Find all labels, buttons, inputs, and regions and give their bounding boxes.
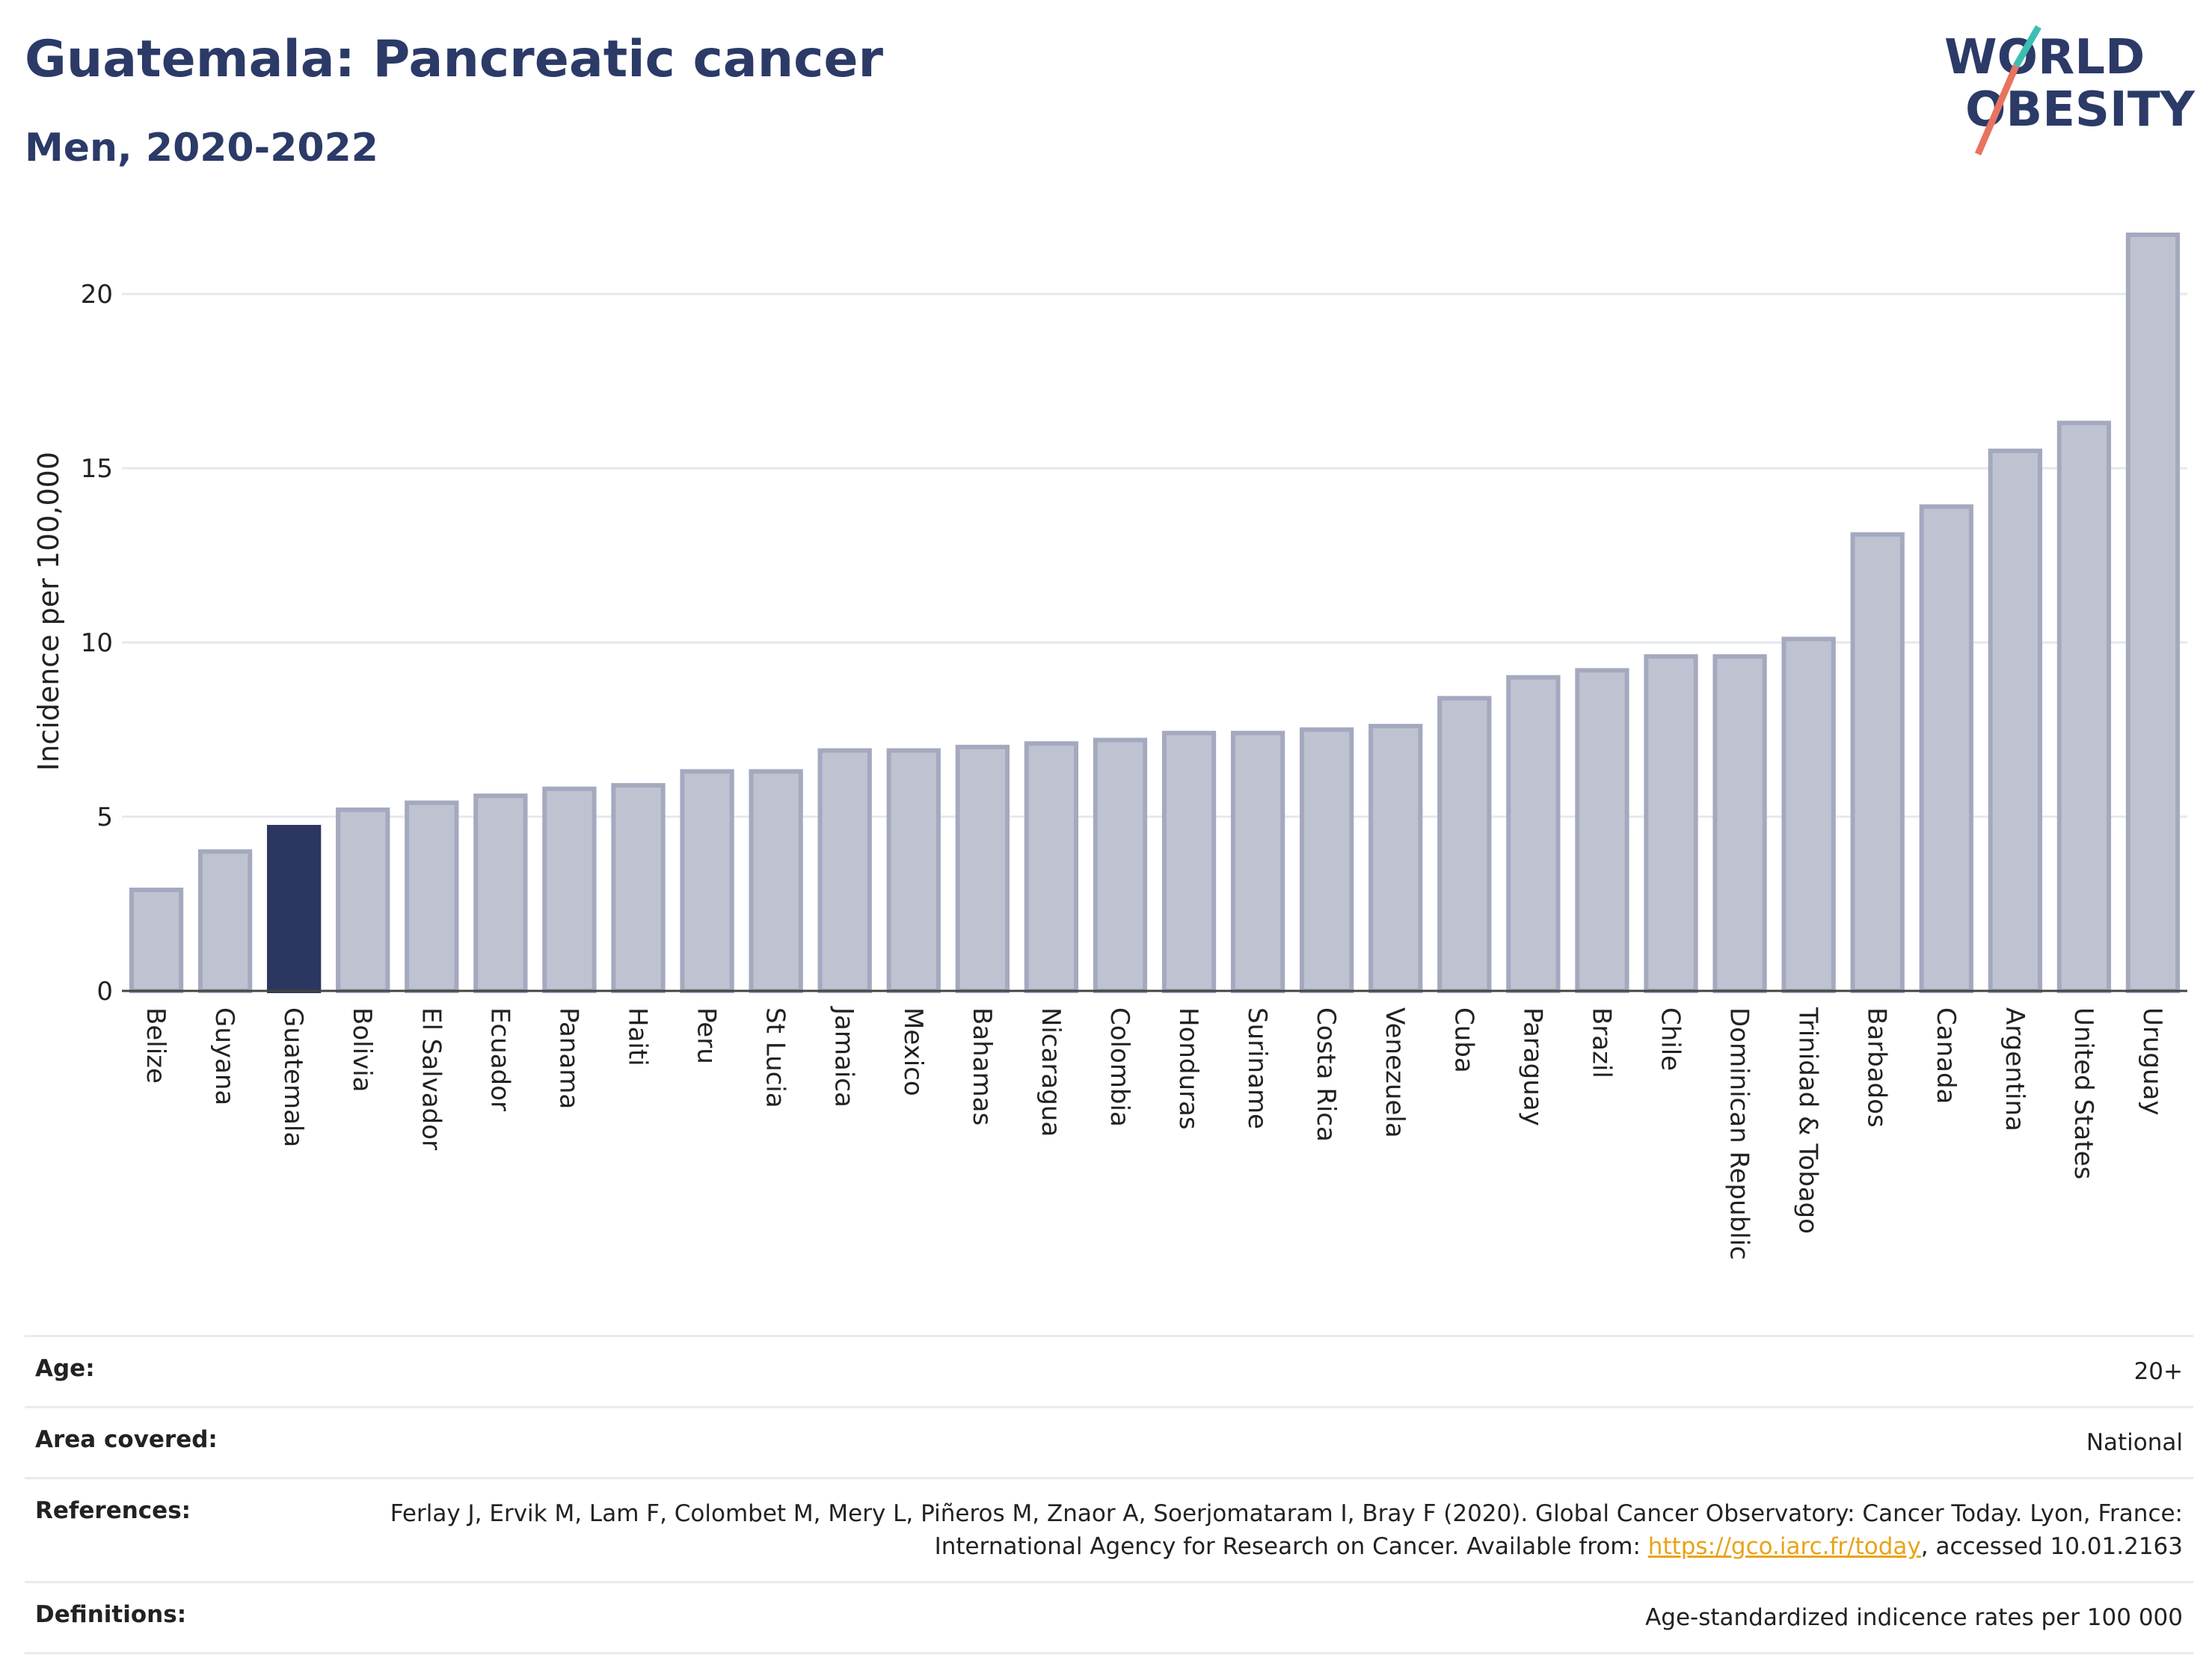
x-tick-label: Colombia	[1105, 1007, 1134, 1127]
bar	[1575, 668, 1629, 993]
references-label: References:	[35, 1497, 191, 1524]
x-tick-label: Ecuador	[485, 1007, 514, 1111]
y-tick-label: 20	[81, 280, 113, 310]
bar	[267, 825, 322, 993]
bar-chart: 0 5 10 15 20 Incidence per 100,000 Belize Guyan…	[32, 232, 2187, 1260]
x-tick-label: Bahamas	[967, 1007, 997, 1126]
x-tick-label: Barbados	[1862, 1007, 1892, 1128]
bar	[1368, 723, 1423, 994]
bar	[817, 748, 872, 993]
bar	[1506, 675, 1561, 993]
bar	[405, 800, 459, 993]
definitions-label: Definitions:	[35, 1601, 187, 1628]
bar	[473, 793, 528, 994]
x-tick-label: Dominican Republic	[1724, 1007, 1754, 1260]
x-tick-label: El Salvador	[416, 1007, 446, 1150]
bar	[1230, 731, 1285, 994]
x-tick-label: Haiti	[623, 1007, 653, 1066]
logo-text-world: WORLD	[1944, 30, 2145, 85]
bar	[1988, 448, 2042, 993]
bar	[1919, 504, 1973, 993]
bar	[1300, 727, 1354, 993]
meta-row-age: Age: 20+	[25, 1335, 2193, 1406]
y-tick-label: 15	[81, 454, 113, 484]
logo-slash-teal	[2013, 25, 2042, 68]
x-tick-label: Panama	[553, 1007, 583, 1109]
logo-slash-coral	[1974, 64, 2020, 156]
x-tick-label: Cuba	[1448, 1007, 1478, 1073]
x-tick-label: Paraguay	[1517, 1007, 1547, 1126]
metadata-table: Age: 20+ Area covered: National Referenc…	[25, 1335, 2193, 1654]
bar	[749, 769, 803, 994]
meta-row-area: Area covered: National	[25, 1406, 2193, 1477]
x-tick-label: Venezuela	[1380, 1007, 1410, 1138]
x-tick-label: Trinidad & Tobago	[1793, 1007, 1823, 1234]
bar	[886, 748, 941, 993]
x-tick-label: Uruguay	[2137, 1007, 2167, 1116]
bar	[1712, 654, 1767, 994]
x-tick-label: Bolivia	[347, 1007, 377, 1092]
area-value: National	[2086, 1429, 2183, 1456]
x-tick-label: United States	[2068, 1007, 2098, 1179]
bar	[129, 887, 184, 993]
bar	[1093, 737, 1148, 994]
y-tick-label: 10	[81, 628, 113, 658]
x-tick-label: Jamaica	[829, 1006, 859, 1108]
meta-row-definitions: Definitions: Age-standardized indicence …	[25, 1581, 2193, 1654]
bar	[611, 783, 666, 993]
x-tick-label: Chile	[1656, 1007, 1686, 1071]
bar	[1781, 636, 1836, 993]
bar	[1437, 696, 1492, 993]
x-tick-label: Costa Rica	[1311, 1007, 1341, 1142]
definitions-value: Age-standardized indicence rates per 100…	[1645, 1604, 2183, 1631]
bar	[336, 807, 390, 994]
references-text: Ferlay J, Ervik M, Lam F, Colombet M, Me…	[390, 1500, 2183, 1560]
bar	[1644, 654, 1698, 994]
bar	[542, 786, 597, 993]
area-label: Area covered:	[35, 1426, 218, 1453]
x-tick-label: Argentina	[2000, 1007, 2030, 1132]
x-tick-label: St Lucia	[761, 1007, 790, 1108]
bar	[955, 744, 1010, 993]
bar	[680, 769, 734, 994]
bar	[1161, 731, 1217, 994]
y-axis-label: Incidence per 100,000	[32, 452, 65, 771]
x-tick-label: Belize	[141, 1007, 170, 1084]
x-tick-label: Guyana	[209, 1007, 239, 1105]
references-suffix: , accessed 10.01.2163	[1920, 1533, 2183, 1560]
chart-title: Guatemala: Pancreatic cancer	[25, 30, 884, 89]
y-tick-label: 5	[96, 802, 113, 832]
chart-subtitle: Men, 2020-2022	[25, 126, 378, 171]
references-value: Ferlay J, Ervik M, Lam F, Colombet M, Me…	[313, 1497, 2183, 1563]
x-tick-label: Nicaragua	[1036, 1007, 1066, 1137]
age-value: 20+	[2133, 1358, 2183, 1385]
x-tick-label: Guatemala	[278, 1007, 308, 1147]
x-tick-label: Brazil	[1586, 1007, 1616, 1078]
bar	[2125, 232, 2181, 993]
x-tick-label: Suriname	[1242, 1007, 1272, 1129]
x-tick-label: Mexico	[898, 1007, 928, 1096]
age-label: Age:	[35, 1355, 95, 1382]
x-tick-label: Honduras	[1173, 1007, 1203, 1130]
world-obesity-logo: WORLD OBESITY	[1944, 25, 2195, 156]
bar	[1850, 532, 1905, 993]
bar	[1024, 741, 1079, 993]
y-tick-label: 0	[96, 977, 113, 1007]
x-tick-label: Peru	[692, 1007, 722, 1064]
bar	[197, 849, 253, 993]
references-link[interactable]: https://gco.iarc.fr/today	[1647, 1533, 1921, 1560]
bar	[2056, 420, 2112, 993]
x-tick-label: Canada	[1931, 1007, 1961, 1104]
meta-row-references: References: Ferlay J, Ervik M, Lam F, Co…	[25, 1477, 2193, 1581]
